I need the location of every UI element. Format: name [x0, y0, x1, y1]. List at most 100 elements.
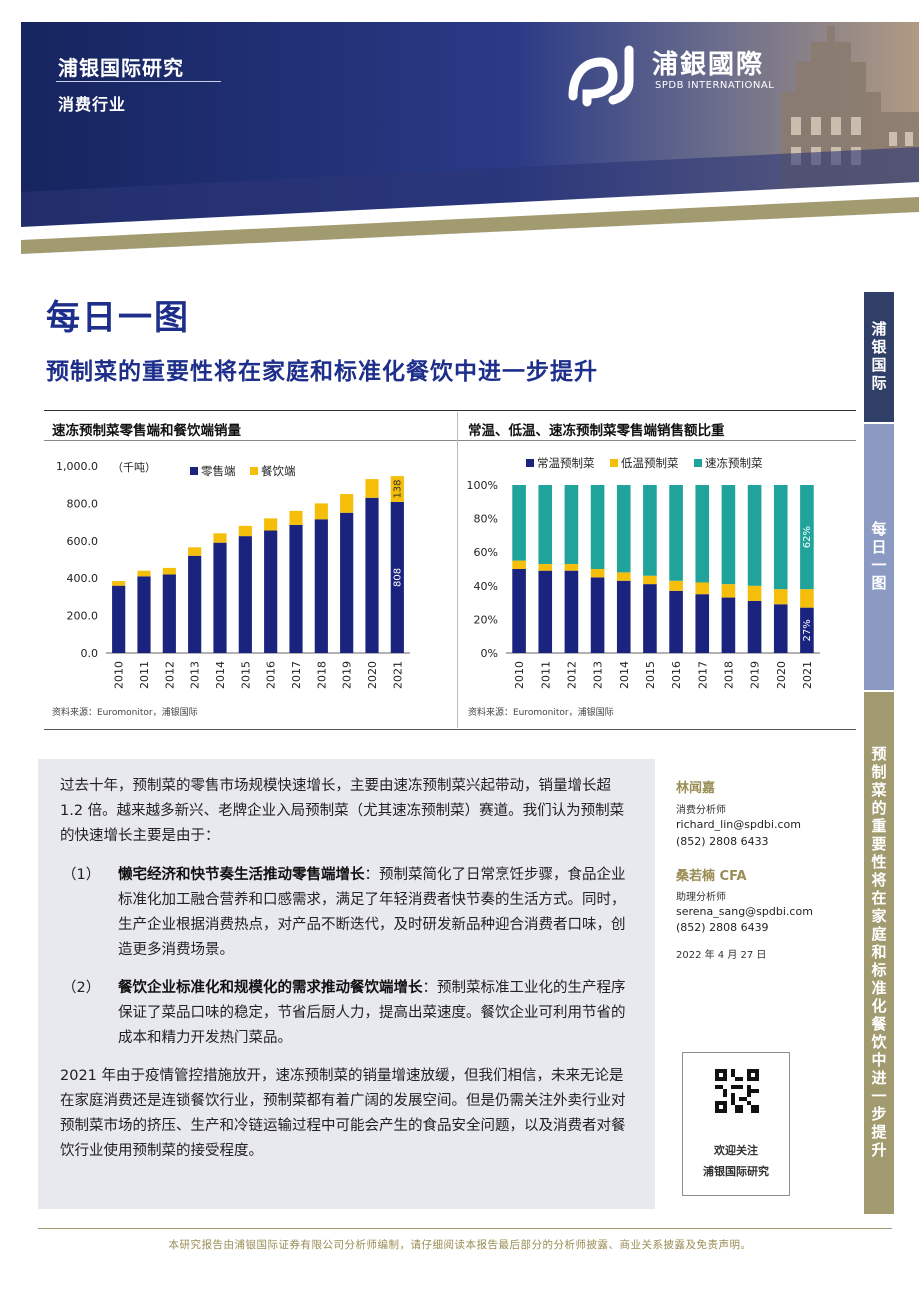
data-label: 138 [392, 479, 403, 498]
legend-label: 餐饮端 [261, 464, 296, 478]
y-tick-label: 0% [481, 647, 498, 660]
bar-first-segment [564, 570, 579, 653]
bar-second-segment [340, 494, 354, 513]
bar-second-segment [137, 570, 151, 577]
x-tick-label: 2018 [315, 661, 328, 689]
x-tick-label: 2011 [539, 661, 552, 689]
y-tick-label: 0.0 [81, 647, 99, 660]
bar-second-segment [512, 560, 526, 569]
bar-second-segment [590, 569, 605, 578]
bar-first-segment [747, 600, 762, 653]
bar-third-segment [564, 485, 579, 564]
bar-second-segment [314, 503, 328, 520]
bar-second-segment [695, 582, 710, 595]
analyst2-name: 桑若楠 CFA [676, 869, 747, 884]
bar-third-segment [800, 485, 814, 590]
x-tick-label: 2012 [163, 661, 176, 689]
x-tick-label: 2012 [565, 661, 578, 689]
analyst2-email[interactable]: serena_sang@spdbi.com [676, 905, 813, 918]
x-tick-label: 2019 [341, 661, 354, 689]
bar-third-segment [669, 485, 683, 581]
bar-third-segment [773, 485, 788, 590]
page-subtitle: 预制菜的重要性将在家庭和标准化餐饮中进一步提升 [46, 358, 598, 385]
intro-paragraph: 过去十年，预制菜的零售市场规模快速增长，主要由速冻预制菜兴起带动，销量增长超 1… [60, 778, 625, 844]
footer-rule [38, 1228, 892, 1229]
y-tick-label: 100% [467, 479, 498, 492]
x-tick-label: 2016 [265, 661, 278, 689]
bar-second-segment [188, 547, 202, 556]
y-tick-label: 1,000.0 [56, 460, 98, 473]
bar-second-segment [213, 533, 227, 543]
y-unit-label: （千吨） [112, 461, 156, 474]
analyst1-email[interactable]: richard_lin@spdbi.com [676, 818, 801, 831]
y-tick-label: 80% [474, 513, 498, 526]
x-tick-label: 2021 [391, 661, 404, 689]
bar-second-segment [669, 580, 683, 591]
bar-first-segment [289, 524, 303, 653]
point2-number: （2） [62, 980, 101, 996]
bar-second-segment [773, 589, 788, 605]
x-tick-label: 2017 [696, 661, 709, 689]
bar-second-segment [643, 575, 657, 585]
data-label: 27% [802, 619, 813, 641]
chart1-volume: 1,000.0 800.0 600.0 400.0 200.0 0.0 （千吨） 2010 20… [56, 460, 410, 689]
chart-divider [457, 412, 458, 728]
brand-name: 浦银国际研究 [58, 56, 184, 80]
bar-second-segment [365, 479, 379, 498]
header-divider [56, 81, 221, 82]
bar-first-segment [695, 594, 710, 653]
x-tick-label: 2014 [618, 661, 631, 689]
bar-first-segment [590, 577, 605, 653]
legend-label: 常温预制菜 [537, 456, 595, 470]
qr-caption-2: 浦银国际研究 [703, 1165, 769, 1178]
bar-second-segment [616, 572, 631, 581]
bar-first-segment [512, 569, 526, 653]
logo-chinese: 浦銀國際 [652, 50, 765, 80]
bar-second-segment [289, 510, 303, 525]
legend-label: 速冻预制菜 [705, 456, 763, 470]
bar-second-segment [390, 476, 404, 502]
x-tick-label: 2015 [644, 661, 657, 689]
analyst1-name: 林闻嘉 [676, 781, 716, 796]
y-tick-label: 20% [474, 613, 498, 626]
chart1-title: 速冻预制菜零售端和餐饮端销量 [52, 423, 241, 439]
side-tab-topic: 预制菜的重要性将在家庭和标准化餐饮中进一步提升 [864, 692, 894, 1214]
bar-first-segment [238, 536, 252, 653]
bar-first-segment [340, 512, 354, 653]
legend-swatch [610, 459, 618, 467]
legend-swatch [190, 467, 198, 475]
analyst1-phone: (852) 2808 6433 [676, 835, 769, 848]
analyst2-phone: (852) 2808 6439 [676, 921, 769, 934]
point2-text: ：预制菜标准工业化的生产程序保证了菜品口味的稳定，节省后厨人力，提高出菜速度。餐… [118, 980, 626, 1046]
bar-third-segment [616, 485, 631, 573]
x-tick-label: 2013 [189, 661, 202, 689]
chart2-share: 100% 80% 60% 40% 20% 0% 2010 2011 2012 2013 2014 20… [467, 456, 820, 689]
bar-first-segment [643, 584, 657, 653]
bar-second-segment [721, 584, 736, 598]
point1-heading: 懒宅经济和快节奏生活推动零售端增长 [118, 867, 365, 883]
y-tick-label: 800.0 [67, 497, 99, 510]
x-tick-label: 2017 [290, 661, 303, 689]
x-tick-label: 2020 [775, 661, 788, 689]
bar-first-segment [616, 580, 631, 653]
bar-third-segment [512, 485, 526, 561]
bar-first-segment [264, 530, 278, 653]
bar-first-segment [112, 585, 126, 653]
chart1-source: 资料来源：Euromonitor，浦银国际 [52, 708, 198, 718]
x-tick-label: 2011 [138, 661, 151, 689]
bar-second-segment [112, 581, 126, 586]
legend-swatch [250, 467, 258, 475]
data-label: 62% [802, 526, 813, 548]
y-tick-label: 200.0 [67, 610, 99, 623]
bar-first-segment [365, 497, 379, 653]
bar-second-segment [747, 585, 762, 601]
point1-text: ：预制菜简化了日常烹饪步骤，食品企业标准化加工融合营养和口感需求，满足了年轻消费… [118, 867, 626, 958]
bar-second-segment [800, 589, 814, 608]
x-tick-label: 2013 [592, 661, 605, 689]
logo-english: SPDB INTERNATIONAL [655, 80, 775, 91]
side-tab-brand: 浦银国际 [864, 292, 894, 422]
point2-paragraph: 餐饮企业标准化和规模化的需求推动餐饮端增长：预制菜标准工业化的生产程序保证了菜品… [118, 976, 634, 1051]
bar-second-segment [238, 525, 252, 537]
bar-second-segment [264, 518, 278, 531]
qr-code-icon[interactable] [715, 1069, 759, 1113]
